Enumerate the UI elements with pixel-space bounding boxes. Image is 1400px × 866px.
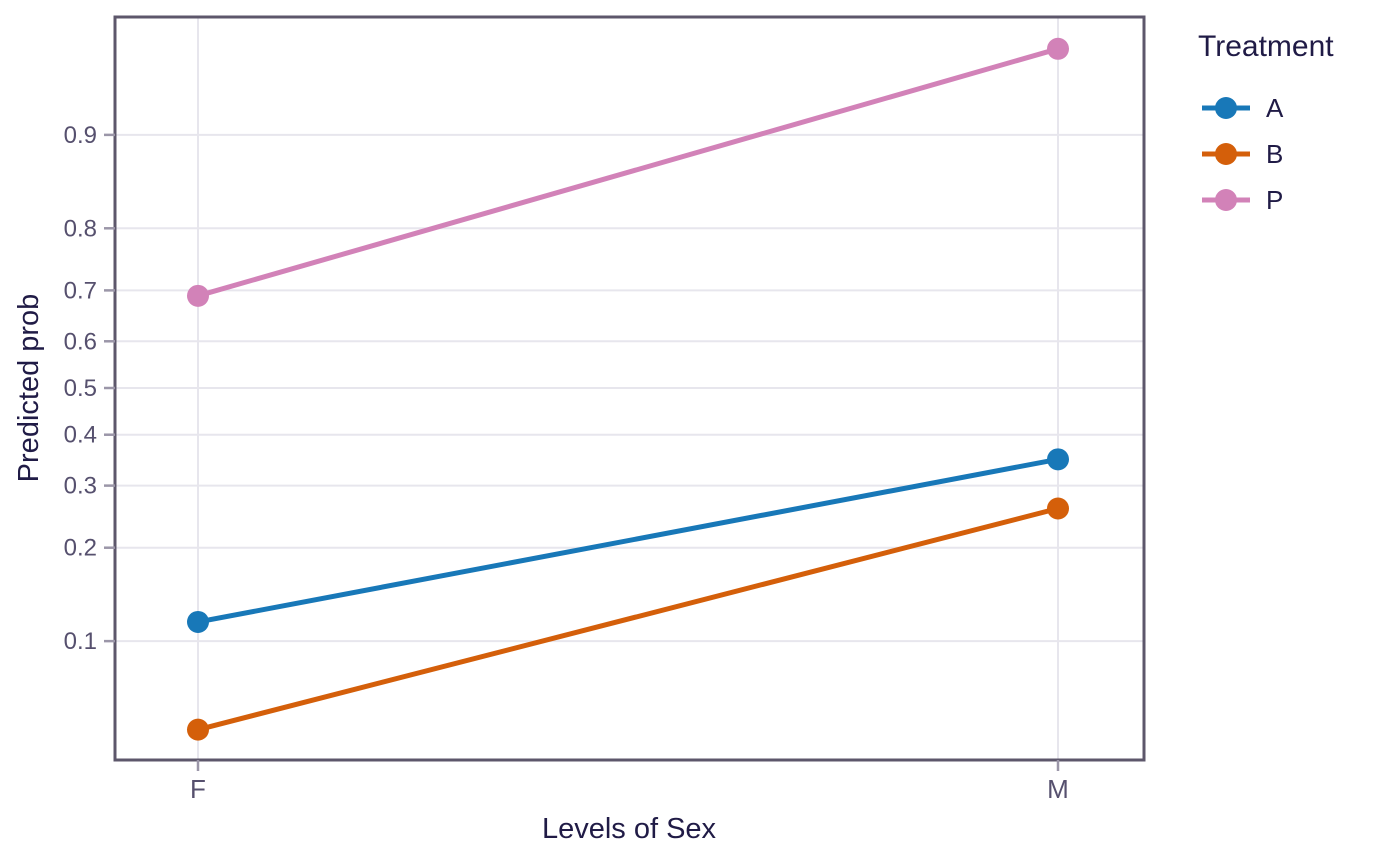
- y-tick-label: 0.5: [64, 375, 97, 402]
- data-point-a-f: [187, 610, 209, 633]
- x-axis-title: Levels of Sex: [542, 813, 717, 845]
- legend-key-icon: [1202, 189, 1250, 211]
- data-point-b-f: [187, 718, 209, 741]
- y-tick-label: 0.9: [64, 122, 97, 149]
- legend-item-a: A: [1198, 95, 1334, 121]
- legend-key-icon: [1202, 143, 1250, 165]
- x-tick-label: F: [190, 774, 206, 804]
- series-line-b: [197, 506, 1059, 733]
- series-line-p: [197, 46, 1059, 299]
- y-tick-label: 0.1: [64, 628, 97, 655]
- data-point-b-m: [1047, 497, 1069, 520]
- tick-layer: 0.9 0.8 0.7 0.6 0.5 0.4 0.3 0.2 0.1 F M: [64, 122, 1069, 804]
- data-point-p-f: [187, 284, 209, 307]
- legend: Treatment A B P: [1198, 32, 1334, 233]
- y-tick-label: 0.6: [64, 328, 97, 355]
- y-tick-label: 0.4: [64, 422, 97, 449]
- y-tick-label: 0.2: [64, 535, 97, 562]
- legend-title: Treatment: [1198, 30, 1334, 63]
- grid-layer: [115, 17, 1144, 760]
- series-line-a: [197, 456, 1059, 625]
- y-tick-label: 0.3: [64, 473, 97, 500]
- y-axis-title: Predicted prob: [13, 294, 45, 483]
- legend-item-label: A: [1266, 93, 1284, 123]
- y-tick-label: 0.8: [64, 215, 97, 242]
- data-point-p-m: [1047, 37, 1069, 60]
- legend-key-icon: [1202, 97, 1250, 119]
- legend-item-b: B: [1198, 141, 1334, 167]
- legend-item-label: P: [1266, 185, 1284, 215]
- x-tick-label: M: [1047, 774, 1069, 804]
- legend-item-label: B: [1266, 139, 1284, 169]
- y-tick-label: 0.7: [64, 277, 97, 304]
- data-point-a-m: [1047, 448, 1069, 471]
- series-layer: [187, 37, 1069, 741]
- legend-item-p: P: [1198, 187, 1334, 213]
